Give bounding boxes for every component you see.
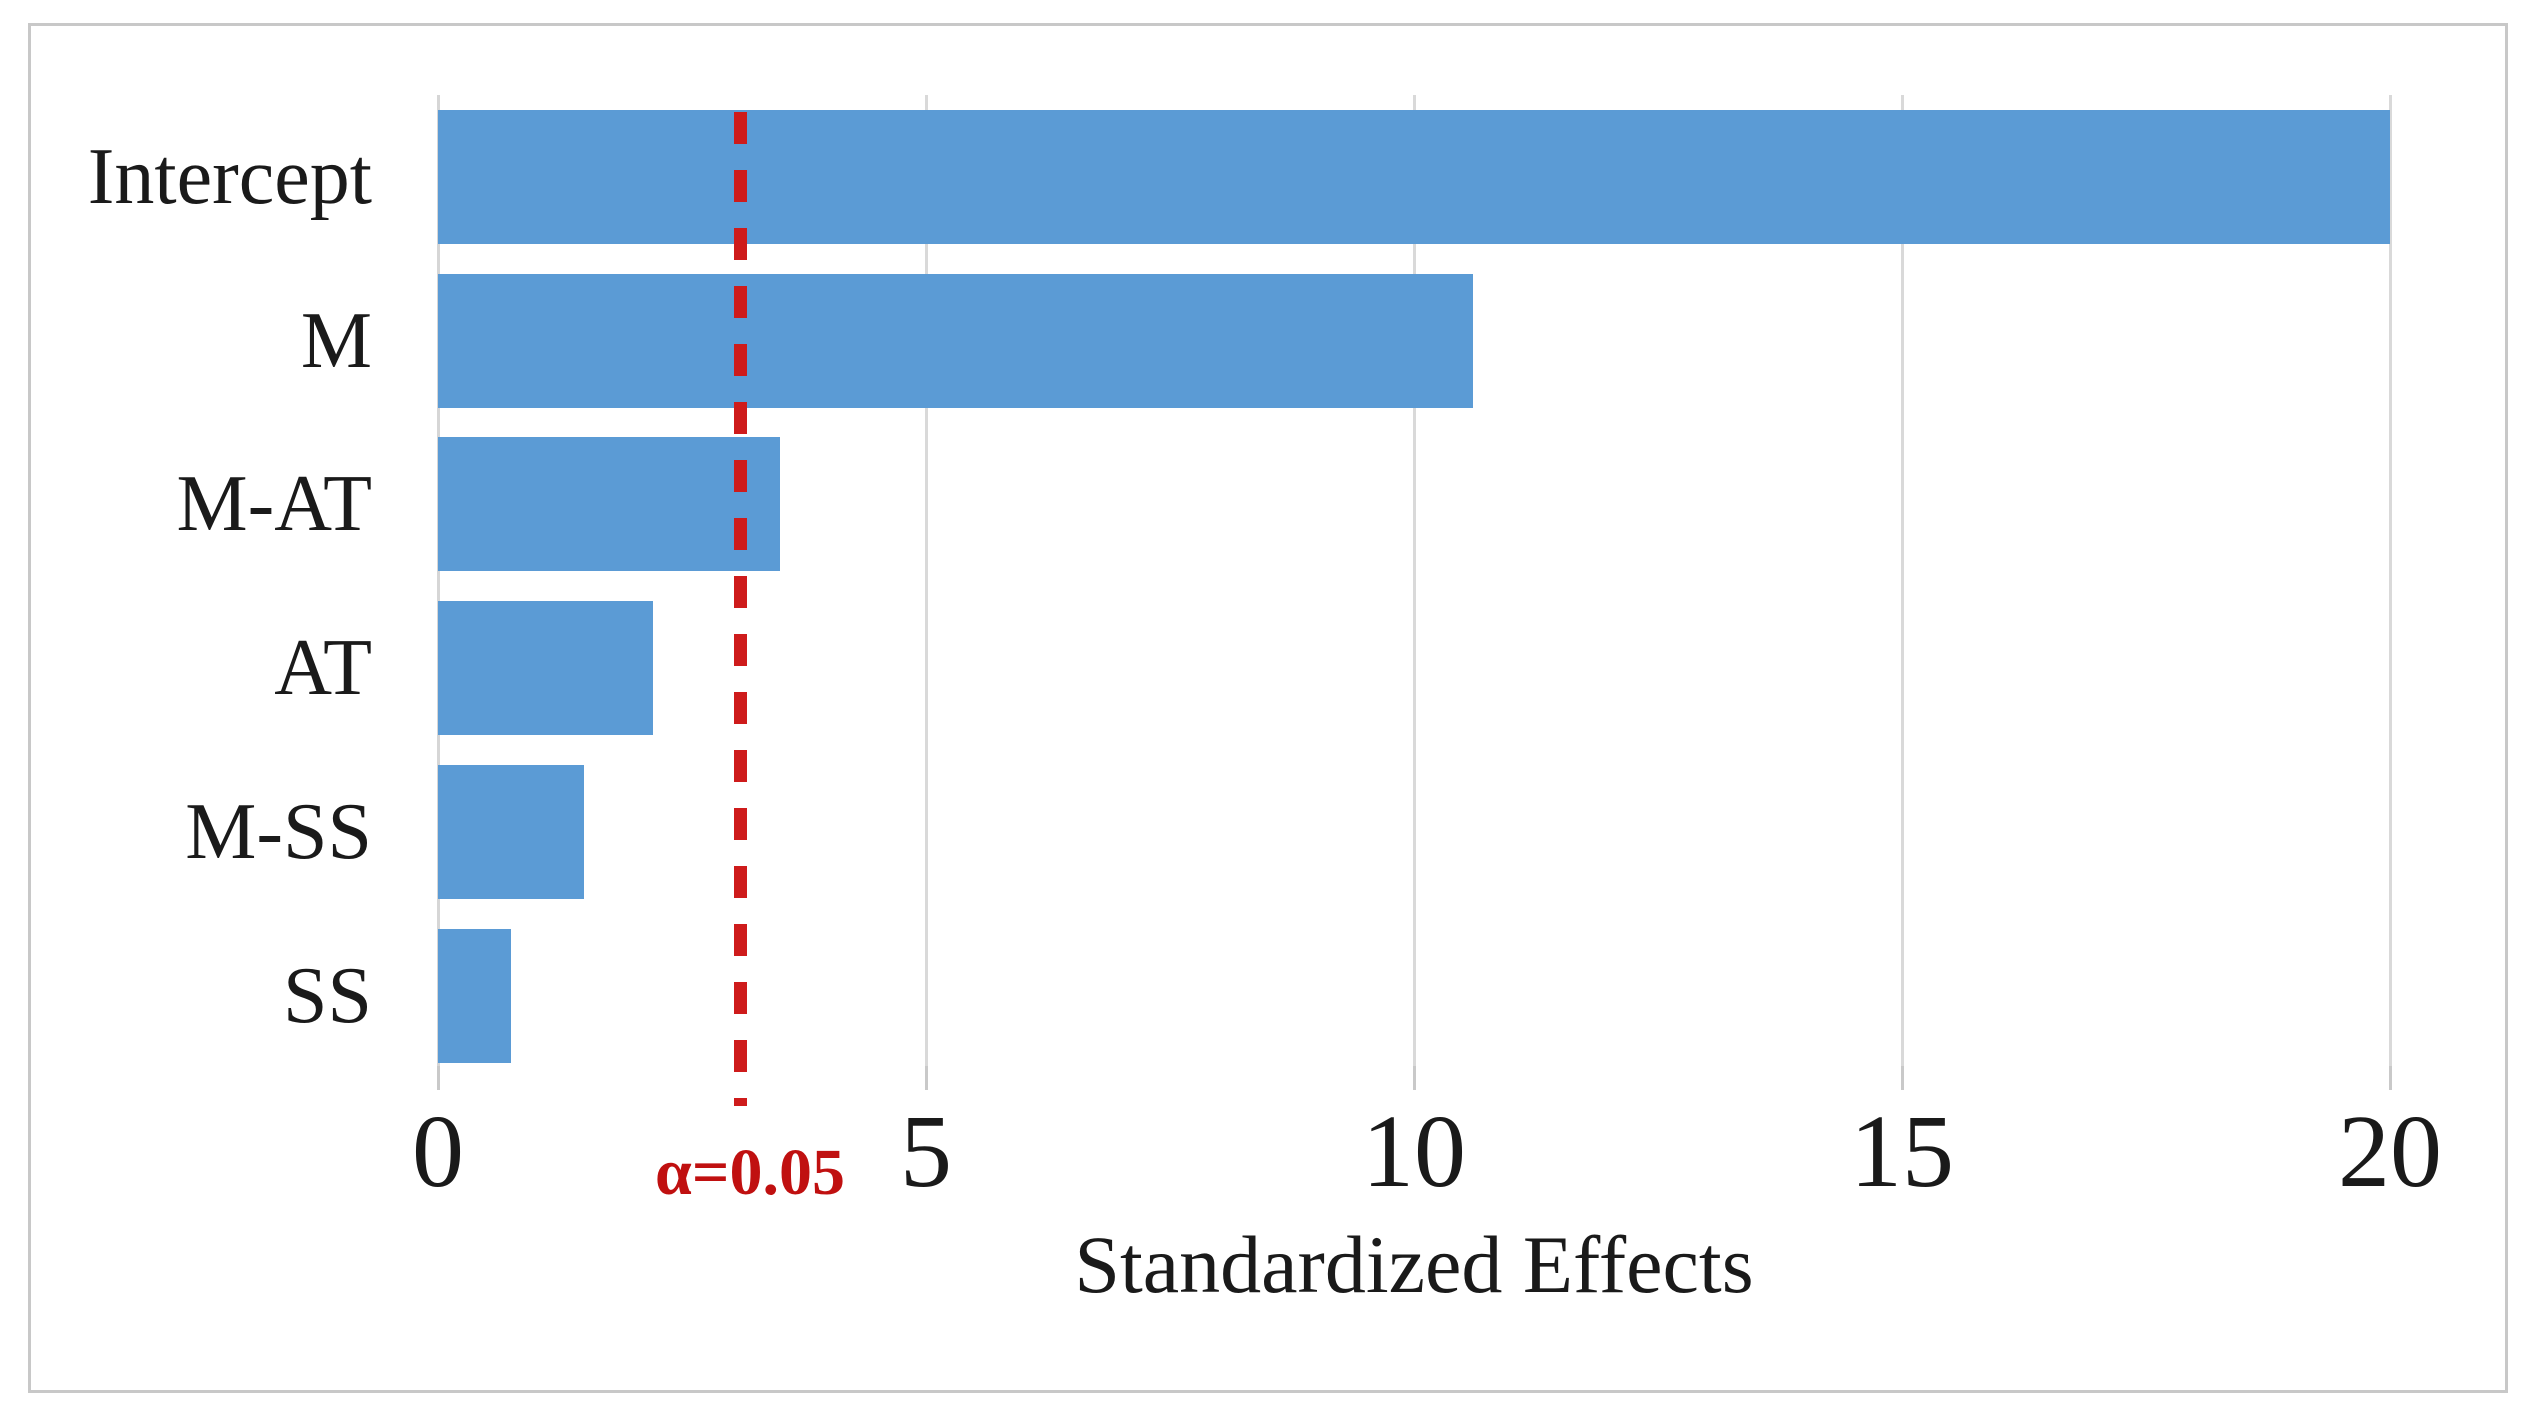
category-label-intercept: Intercept xyxy=(87,133,372,221)
x-tick-label-15: 15 xyxy=(1850,1094,1954,1209)
category-label-m: M xyxy=(300,296,372,385)
gridline-5 xyxy=(924,95,928,1066)
category-label-ss: SS xyxy=(283,951,372,1040)
bar-m xyxy=(438,273,1473,408)
bar-m-ss xyxy=(438,764,585,899)
category-label-at: AT xyxy=(274,624,372,713)
x-axis-title: Standardized Effects xyxy=(1074,1219,1754,1310)
x-tick-10 xyxy=(1412,1066,1416,1090)
x-tick-label-0: 0 xyxy=(412,1094,464,1209)
category-label-m-ss: M-SS xyxy=(185,787,372,876)
bar-intercept xyxy=(438,110,2390,244)
category-label-m-at: M-AT xyxy=(176,460,372,549)
x-tick-15 xyxy=(1900,1066,1904,1090)
bar-m-at xyxy=(438,437,780,572)
x-tick-label-5: 5 xyxy=(900,1094,952,1209)
bar-ss xyxy=(438,928,512,1063)
gridline-15 xyxy=(1900,95,1904,1066)
reference-line xyxy=(734,112,748,1106)
alpha-threshold-label: α=0.05 xyxy=(655,1136,845,1209)
x-tick-label-10: 10 xyxy=(1362,1094,1466,1209)
gridline-10 xyxy=(1412,95,1416,1066)
x-tick-label-20: 20 xyxy=(2338,1094,2442,1209)
y-axis-line xyxy=(436,95,440,1066)
bar-at xyxy=(438,601,653,736)
gridline-20 xyxy=(2388,95,2392,1066)
x-tick-0 xyxy=(436,1066,440,1090)
x-tick-5 xyxy=(924,1066,928,1090)
x-tick-20 xyxy=(2388,1066,2392,1090)
